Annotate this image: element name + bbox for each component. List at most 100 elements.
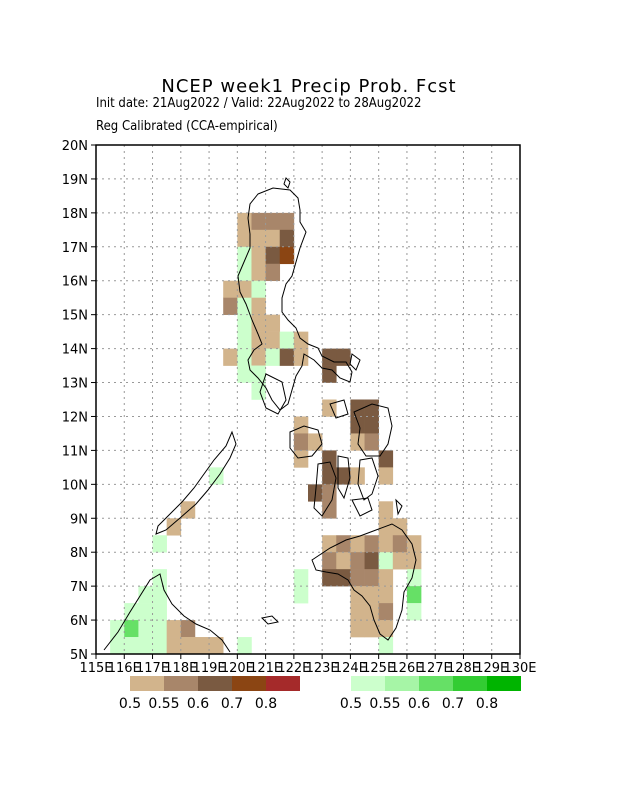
prob-cell-wet — [237, 314, 252, 332]
prob-cell-dry — [322, 467, 337, 485]
prob-cell-dry — [364, 552, 379, 570]
coastline-borneo — [103, 573, 231, 653]
prob-cell-dry — [293, 433, 309, 451]
coastline-batanes — [283, 177, 291, 189]
x-tick-label: 121E — [249, 661, 282, 676]
coastline-bohol — [351, 497, 373, 517]
prob-cell-dry — [279, 348, 295, 366]
y-tick-label: 18N — [62, 207, 88, 222]
x-tick-label: 116E — [108, 661, 141, 676]
prob-cell-dry — [350, 433, 365, 451]
prob-cell-dry — [378, 569, 394, 587]
legend-swatch-wet — [419, 676, 453, 691]
prob-cell-dry — [265, 246, 281, 265]
coastline-cebu — [337, 455, 351, 500]
prob-cell-dry — [364, 569, 379, 587]
prob-cell-dry — [350, 467, 365, 485]
prob-cell-dry — [279, 212, 295, 231]
prob-cell-wet — [152, 620, 167, 638]
legend-label-dry: 0.8 — [255, 696, 277, 712]
prob-cell-dry — [251, 229, 266, 248]
y-tick-label: 10N — [62, 478, 88, 493]
map-title: NCEP week1 Precip Prob. Fcst — [161, 76, 457, 97]
prob-cell-dry — [166, 518, 182, 536]
prob-cell-wet — [110, 620, 125, 638]
map-frame — [95, 144, 521, 655]
prob-cell-dry — [166, 620, 182, 638]
prob-cell-dry — [378, 450, 394, 468]
prob-cell-wet — [251, 280, 266, 298]
prob-cell-dry — [279, 246, 295, 265]
prob-cell-dry — [265, 314, 281, 332]
prob-cell-wet — [138, 620, 153, 638]
coastline-negros — [313, 461, 337, 517]
prob-cell-wet — [110, 637, 125, 655]
probability-legend: 0.5 0.55 0.6 0.7 0.8 0.5 0.55 0.6 0.7 0.8 — [119, 676, 521, 712]
coastline-siargao — [395, 498, 403, 516]
prob-cell-wet — [279, 331, 295, 349]
prob-cell-dry — [350, 620, 365, 638]
prob-cell-wet — [237, 365, 252, 383]
prob-cell-wet — [124, 620, 139, 638]
coastline-samar — [353, 403, 393, 457]
coastline-panay — [289, 425, 323, 459]
y-tick-label: 9N — [70, 512, 88, 527]
prob-cell-dry — [322, 535, 337, 553]
prob-cell-wet — [237, 637, 252, 655]
prob-cell-dry — [406, 535, 422, 553]
prob-cell-dry — [378, 603, 394, 621]
x-tick-label: 125E — [362, 661, 395, 676]
y-tick-label: 8N — [70, 546, 88, 561]
x-tick-label: 128E — [447, 661, 480, 676]
prob-cell-dry — [265, 229, 281, 248]
prob-cell-dry — [251, 263, 266, 282]
coastline-masbate — [329, 399, 349, 419]
y-tick-label: 7N — [70, 580, 88, 595]
legend-label-wet: 0.55 — [369, 696, 400, 712]
prob-cell-dry — [336, 552, 351, 570]
x-tick-label: 117E — [136, 661, 169, 676]
prob-cell-dry — [265, 331, 281, 349]
x-tick-label: 122E — [277, 661, 310, 676]
coastline-leyte — [357, 457, 379, 501]
x-tick-label: 119E — [193, 661, 226, 676]
prob-cell-wet — [378, 637, 394, 655]
y-tick-label: 17N — [62, 241, 88, 256]
prob-cell-dry — [293, 450, 309, 468]
prob-cell-dry — [293, 348, 309, 366]
coastlines — [103, 177, 417, 653]
method-label: Reg Calibrated (CCA-empirical) — [96, 119, 278, 134]
y-tick-label: 15N — [62, 309, 88, 324]
prob-cell-dry — [364, 535, 379, 553]
grid-lines — [96, 145, 520, 654]
y-axis-ticks: 5N 6N 7N 8N 9N 10N 11N 12N 13N 14N 15N 16N 17N 18N 19N… — [62, 139, 96, 663]
prob-cell-dry — [223, 348, 238, 366]
prob-cell-dry — [350, 552, 365, 570]
coastline-catanduanes — [349, 353, 361, 371]
legend-label-dry: 0.5 — [119, 696, 141, 712]
prob-cell-dry — [194, 637, 210, 655]
y-tick-label: 6N — [70, 614, 88, 629]
prob-cell-wet — [124, 637, 139, 655]
prob-cell-wet — [378, 552, 394, 570]
y-tick-label: 16N — [62, 275, 88, 290]
legend-swatch-wet — [351, 676, 385, 691]
x-tick-label: 123E — [306, 661, 339, 676]
prob-cell-dry — [265, 263, 281, 282]
coastline-sulu — [260, 615, 280, 625]
y-tick-label: 19N — [62, 173, 88, 188]
legend-swatch-dry — [198, 676, 232, 691]
x-tick-label: 126E — [390, 661, 423, 676]
prob-cell-dry — [293, 416, 309, 434]
prob-cell-dry — [223, 297, 238, 315]
x-tick-label: 129E — [475, 661, 508, 676]
prob-cell-dry — [336, 348, 351, 366]
coastline-palawan — [155, 430, 237, 535]
prob-cell-dry — [322, 450, 337, 468]
prob-cell-dry — [364, 586, 379, 604]
prob-cell-wet — [138, 603, 153, 621]
prob-cell-dry — [180, 637, 196, 655]
prob-cell-wet — [138, 586, 153, 604]
prob-cell-wet — [406, 569, 422, 587]
y-tick-label: 20N — [62, 139, 88, 154]
